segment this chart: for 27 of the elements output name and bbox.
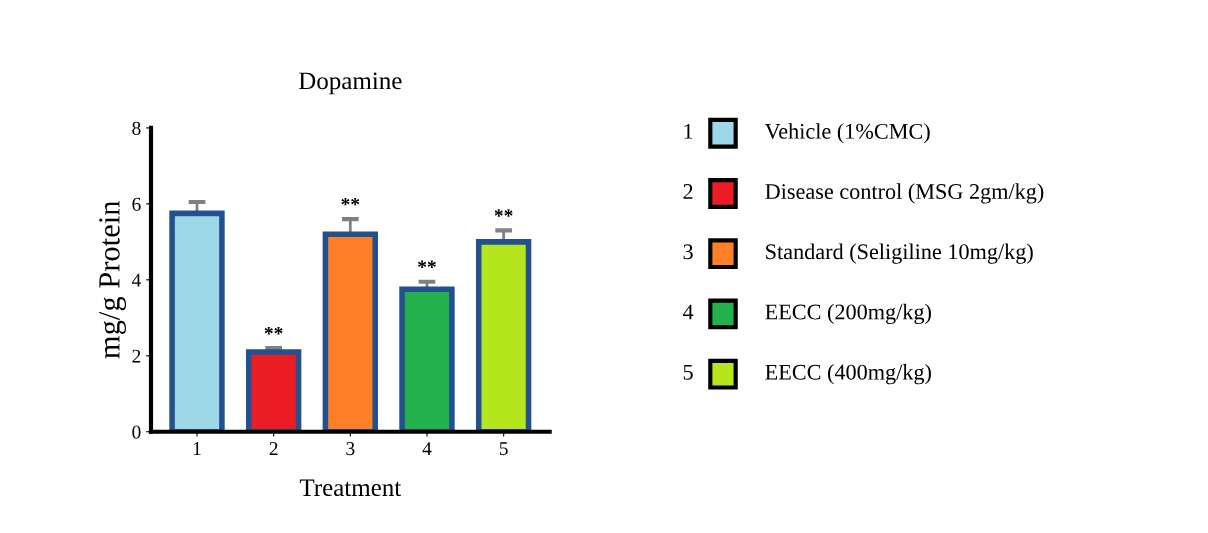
legend-label: Disease control (MSG 2gm/kg) xyxy=(765,183,1044,204)
category-label: 5 xyxy=(683,364,693,380)
x-tick-label: 3 xyxy=(346,442,355,456)
annotation: ** xyxy=(341,197,360,206)
category-label: 4 xyxy=(682,304,694,320)
category-label: 2 xyxy=(683,184,693,199)
annotation: ** xyxy=(494,209,513,217)
y-axis-title: mg/g Protein xyxy=(99,200,126,359)
annotation: ** xyxy=(418,260,436,268)
x-tick-label: 2 xyxy=(269,442,278,455)
x-axis-title: Treatment xyxy=(299,479,402,497)
y-tick-label: 4 xyxy=(131,273,141,287)
category-label: 1 xyxy=(684,123,693,139)
legend-label: Standard (Seligiline 10mg/kg) xyxy=(766,243,1033,264)
annotation: ** xyxy=(264,327,283,335)
chart-title: Dopamine xyxy=(298,72,402,95)
y-tick-label: 2 xyxy=(132,349,141,363)
x-tick-label: 4 xyxy=(422,442,432,455)
y-tick-label: 6 xyxy=(132,197,141,211)
legend-label: EECC (200mg/kg) xyxy=(765,303,931,325)
y-tick-label: 0 xyxy=(132,425,141,439)
legend-label: Vehicle (1%CMC) xyxy=(764,123,930,144)
y-tick-label: 8 xyxy=(132,121,141,135)
x-tick-label: 5 xyxy=(499,442,508,456)
legend-label: EECC (400mg/kg) xyxy=(765,364,931,385)
category-label: 3 xyxy=(683,244,693,260)
x-tick-label: 1 xyxy=(193,442,201,455)
